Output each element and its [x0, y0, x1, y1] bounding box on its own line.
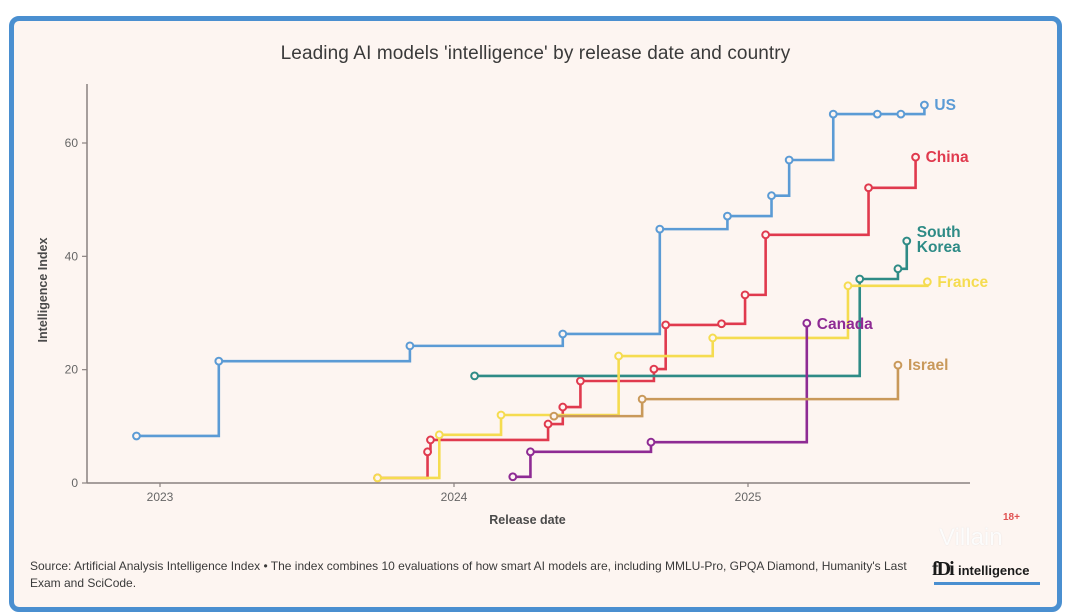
data-point-us [896, 109, 906, 119]
series-label-us: US [934, 97, 956, 114]
data-point-south-korea [893, 264, 903, 274]
series-label-france: France [937, 274, 988, 291]
y-axis-title: Intelligence Index [36, 238, 50, 343]
data-point-china [543, 419, 553, 429]
y-tick-label: 20 [65, 363, 79, 377]
data-point-israel [549, 411, 559, 421]
data-point-france [373, 473, 382, 483]
data-point-france [434, 430, 444, 440]
logo-underline [934, 582, 1040, 585]
series-label-canada: Canada [817, 316, 873, 333]
data-point-us [405, 341, 415, 351]
series-us [132, 100, 929, 441]
logo-mark: fDi [932, 558, 955, 580]
data-point-france [614, 351, 624, 361]
data-point-us [214, 356, 224, 366]
series-label-line: US [934, 97, 956, 114]
series-line-israel [553, 365, 900, 418]
fdi-intelligence-logo: fDi intelligence [932, 558, 1044, 585]
y-tick-label: 0 [71, 476, 78, 490]
data-point-china [661, 320, 671, 330]
series-france [373, 277, 932, 483]
series-label-line: Korea [917, 239, 961, 256]
data-point-china [423, 447, 432, 457]
data-point-south-korea [470, 371, 479, 381]
data-point-china [864, 183, 873, 193]
data-point-china [558, 402, 568, 412]
series-south-korea [470, 236, 912, 381]
data-point-south-korea [855, 274, 865, 284]
series-label-line: China [926, 149, 969, 166]
data-point-canada [802, 318, 812, 328]
series-label-south-korea: South Korea [917, 224, 961, 256]
y-tick-label: 60 [65, 136, 79, 150]
data-point-china [649, 364, 659, 374]
source-note: Source: Artificial Analysis Intelligence… [30, 559, 907, 590]
x-axis-title: Release date [489, 513, 565, 527]
data-point-us [784, 155, 794, 165]
data-point-us [920, 100, 929, 110]
y-tick-label: 40 [65, 249, 79, 263]
data-point-china [576, 376, 585, 386]
data-point-us [767, 191, 776, 201]
data-point-israel [637, 394, 647, 404]
chart-card: Leading AI models 'intelligence' by rele… [9, 16, 1062, 612]
data-point-us [655, 224, 665, 234]
data-point-canada [526, 447, 535, 457]
data-point-china [911, 152, 920, 162]
data-point-france [496, 410, 506, 420]
series-israel [549, 360, 903, 421]
data-point-us [558, 329, 568, 339]
series-label-china: China [926, 149, 969, 166]
data-point-us [723, 211, 732, 221]
series-line-south-korea [474, 241, 909, 378]
series-label-line: South [917, 224, 961, 241]
data-point-canada [508, 472, 518, 482]
data-point-canada [646, 437, 656, 447]
series-labels: US China South Korea France Canada Israel [817, 97, 989, 374]
data-point-france [843, 281, 853, 291]
series-label-line: Canada [817, 316, 873, 333]
x-tick-label: 2024 [441, 490, 468, 504]
data-point-china [426, 435, 435, 445]
data-point-us [132, 431, 141, 441]
logo-text: intelligence [958, 563, 1030, 578]
data-point-france [708, 333, 718, 343]
axes: 0 20 40 60 2023 2024 2025 Release date Intellige… [36, 84, 970, 527]
x-tick-label: 2025 [735, 490, 762, 504]
data-point-us [872, 109, 882, 119]
series-line-canada [512, 323, 809, 479]
watermark: Villain [939, 524, 1003, 551]
data-point-south-korea [902, 236, 912, 246]
series-group [132, 100, 932, 483]
data-point-israel [893, 360, 903, 370]
data-point-france [922, 277, 932, 287]
data-point-china [761, 230, 771, 240]
x-tick-label: 2023 [147, 490, 174, 504]
age-badge: 18+ [1003, 512, 1020, 523]
data-point-china [740, 290, 750, 300]
series-label-line: Israel [908, 357, 949, 374]
data-point-us [828, 109, 838, 119]
chart-title: Leading AI models 'intelligence' by rele… [280, 43, 791, 64]
series-label-line: France [937, 274, 988, 291]
series-canada [508, 318, 812, 482]
data-point-china [717, 319, 726, 329]
series-label-israel: Israel [908, 357, 949, 374]
